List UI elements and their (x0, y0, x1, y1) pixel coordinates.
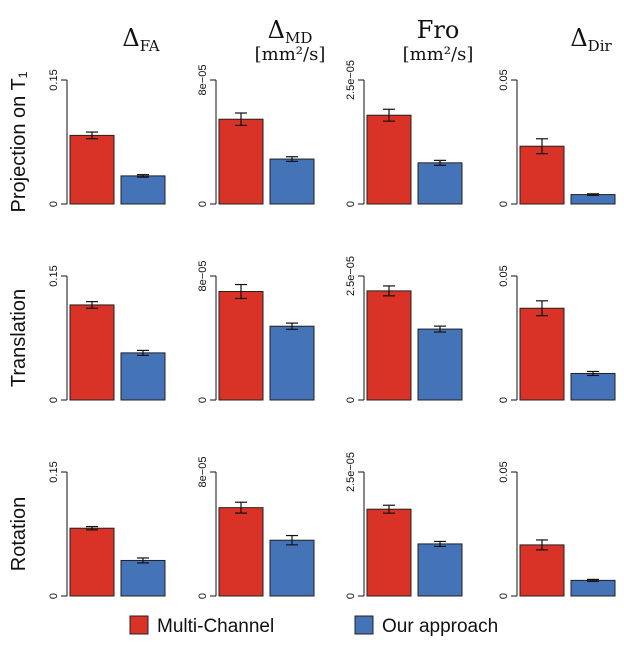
y-tick-label: 0 (48, 397, 60, 403)
legend-swatch (354, 615, 374, 635)
bar-our-approach (120, 175, 166, 205)
panel: 0 2.5e−05 (345, 452, 463, 599)
column-unit: [mm²/s] (255, 44, 326, 65)
bar-multi-channel (69, 134, 115, 205)
y-tick-label: 0 (345, 201, 357, 207)
row-label: Rotation (8, 497, 30, 572)
panel: 0 8e−05 (197, 261, 315, 403)
bar-our-approach (417, 543, 463, 597)
bar-multi-channel (519, 544, 565, 597)
bar-our-approach (417, 162, 463, 205)
panel: 0 2.5e−05 (345, 60, 463, 207)
bar-our-approach (269, 325, 315, 401)
bar-multi-channel (366, 290, 412, 401)
bar-our-approach (570, 194, 616, 205)
y-tick-label: 0.15 (48, 69, 60, 90)
y-tick-label: 2.5e−05 (345, 452, 357, 492)
y-tick-label: 0 (197, 201, 209, 207)
panel: 00.05 (498, 69, 616, 207)
bar-multi-channel (519, 145, 565, 205)
y-tick-label: 0.05 (498, 461, 510, 482)
column-unit: [mm²/s] (403, 44, 474, 65)
legend-label: Multi-Channel (157, 616, 274, 637)
legend-swatch (129, 615, 149, 635)
bar-multi-channel (519, 307, 565, 401)
bar-our-approach (570, 372, 616, 401)
bar-our-approach (120, 559, 166, 597)
panel: 00.05 (498, 461, 616, 599)
bar-our-approach (120, 352, 166, 401)
panel: 0 8e−05 (197, 65, 315, 207)
y-tick-label: 0 (498, 593, 510, 599)
column-title: ΔDir (570, 24, 612, 55)
column-title: ΔFA (122, 24, 159, 55)
panel: 00.15 (48, 265, 166, 403)
bar-multi-channel (366, 114, 412, 205)
y-tick-label: 8e−05 (197, 457, 209, 488)
y-tick-label: 8e−05 (197, 65, 209, 96)
y-tick-label: 8e−05 (197, 261, 209, 292)
y-tick-label: 0 (48, 201, 60, 207)
row-label: Projection on T₁ (8, 71, 30, 212)
panel: 00.15 (48, 69, 166, 207)
row-label: Translation (8, 289, 30, 387)
bar-multi-channel (69, 304, 115, 401)
legend: Multi-Channel Our approach (129, 615, 498, 637)
y-tick-label: 0 (498, 201, 510, 207)
y-tick-label: 0 (197, 397, 209, 403)
column-title: Fro (417, 16, 460, 44)
bar-multi-channel (69, 527, 115, 597)
y-tick-label: 0 (345, 593, 357, 599)
bar-multi-channel (218, 291, 264, 401)
y-tick-label: 0.15 (48, 265, 60, 286)
panel: 00.15 (48, 461, 166, 599)
y-tick-label: 0.15 (48, 461, 60, 482)
bar-our-approach (269, 539, 315, 597)
column-title: ΔMD (268, 16, 313, 47)
bar-multi-channel (218, 507, 264, 597)
bar-multi-channel (366, 508, 412, 597)
bar-our-approach (269, 158, 315, 205)
bar-multi-channel (218, 118, 264, 205)
y-tick-label: 0 (345, 397, 357, 403)
panel: 0 8e−05 (197, 457, 315, 599)
y-tick-label: 0 (498, 397, 510, 403)
panel: 00.05 (498, 265, 616, 403)
panel: 0 2.5e−05 (345, 256, 463, 403)
bar-our-approach (570, 579, 616, 597)
y-tick-label: 0 (48, 593, 60, 599)
y-tick-label: 2.5e−05 (345, 256, 357, 296)
y-tick-label: 0.05 (498, 69, 510, 90)
y-tick-label: 0 (197, 593, 209, 599)
y-tick-label: 2.5e−05 (345, 60, 357, 100)
legend-label: Our approach (382, 616, 498, 637)
y-tick-label: 0.05 (498, 265, 510, 286)
bar-our-approach (417, 328, 463, 401)
